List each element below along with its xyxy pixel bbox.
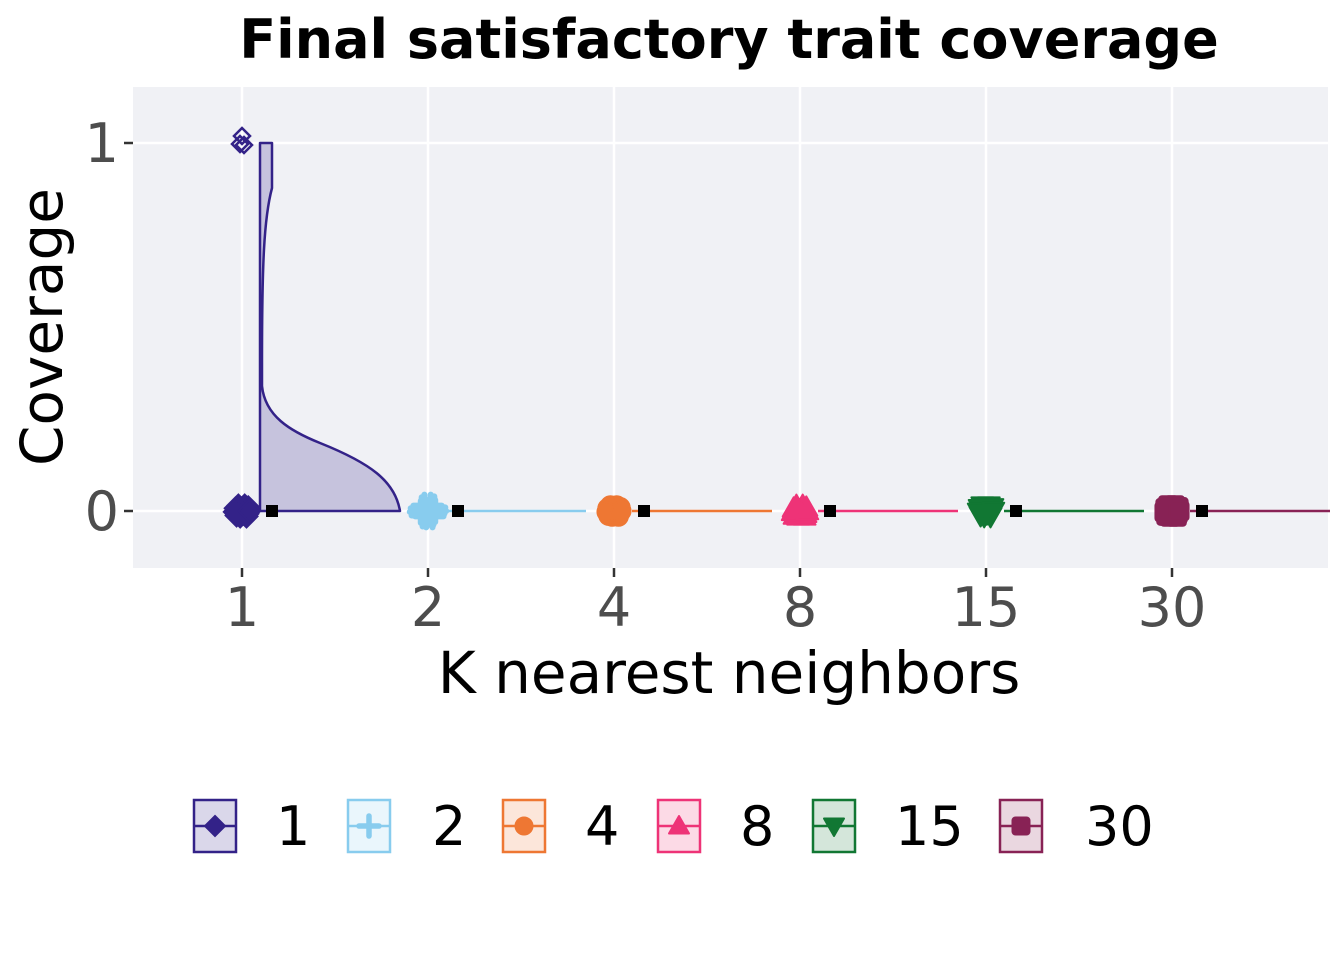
legend-label: 30: [1085, 795, 1154, 858]
legend-item-15: 15: [811, 795, 964, 858]
median-marker: [638, 505, 650, 517]
legend-item-30: 30: [998, 795, 1154, 858]
median-marker: [266, 505, 278, 517]
series-1: [222, 126, 402, 529]
legend-label: 15: [895, 795, 964, 858]
legend-item-8: 8: [656, 795, 774, 858]
legend-item-1: 1: [192, 795, 310, 858]
chart-title: Final satisfactory trait coverage: [239, 8, 1218, 71]
median-marker: [452, 505, 464, 517]
data-point: [610, 500, 632, 522]
density-1: [258, 141, 402, 513]
x-tick-label: 1: [225, 576, 259, 639]
legend-label: 2: [432, 795, 466, 858]
data-point: [421, 496, 450, 526]
y-tick-label: 0: [85, 480, 119, 543]
data-layer: [222, 126, 1330, 531]
plot-panel: [133, 87, 1328, 568]
data-point: [981, 501, 1006, 523]
median-marker: [1010, 505, 1022, 517]
series-15: [966, 496, 1144, 529]
legend-item-2: 2: [346, 795, 466, 858]
x-tick-label: 15: [952, 576, 1021, 639]
y-axis: 01: [85, 112, 133, 543]
x-axis-title: K nearest neighbors: [438, 639, 1021, 707]
legend-item-4: 4: [501, 795, 619, 858]
legend: 1 2 4 8 15 30: [192, 795, 1154, 858]
legend-key-marker: [823, 817, 845, 837]
median-marker: [824, 505, 836, 517]
data-point: [1168, 500, 1190, 522]
legend-key-marker: [203, 814, 227, 838]
series-4: [596, 495, 772, 527]
outlier-point: [232, 126, 252, 146]
y-axis-title: Coverage: [8, 188, 76, 466]
legend-key-marker: [668, 815, 690, 835]
median-marker: [1196, 505, 1208, 517]
legend-label: 4: [585, 795, 619, 858]
legend-label: 8: [740, 795, 774, 858]
legend-key-marker: [514, 816, 534, 836]
outlier-point: [230, 134, 250, 154]
data-point: [966, 502, 991, 524]
series-8: [780, 493, 958, 526]
x-tick-label: 2: [411, 576, 445, 639]
data-point: [236, 498, 262, 524]
legend-label: 1: [276, 795, 310, 858]
y-tick-label: 1: [85, 112, 119, 175]
x-tick-label: 4: [597, 576, 631, 639]
legend-key-marker: [356, 813, 382, 839]
data-point: [795, 499, 820, 521]
series-2: [406, 491, 586, 531]
x-axis: 1 2 4 8 15 30: [225, 568, 1207, 639]
x-tick-label: 30: [1138, 576, 1207, 639]
series-30: [1154, 495, 1330, 527]
x-tick-label: 8: [783, 576, 817, 639]
legend-key-marker: [1011, 816, 1031, 836]
outlier-point: [234, 135, 254, 155]
